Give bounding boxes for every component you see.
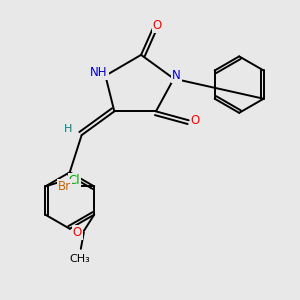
Text: O: O <box>190 114 200 127</box>
Text: CH₃: CH₃ <box>69 254 90 264</box>
Text: O: O <box>153 19 162 32</box>
Text: Br: Br <box>58 180 71 193</box>
Text: O: O <box>73 226 82 239</box>
Text: NH: NH <box>90 66 108 79</box>
Text: N: N <box>172 69 181 82</box>
Text: Cl: Cl <box>69 174 80 187</box>
Text: H: H <box>64 124 73 134</box>
